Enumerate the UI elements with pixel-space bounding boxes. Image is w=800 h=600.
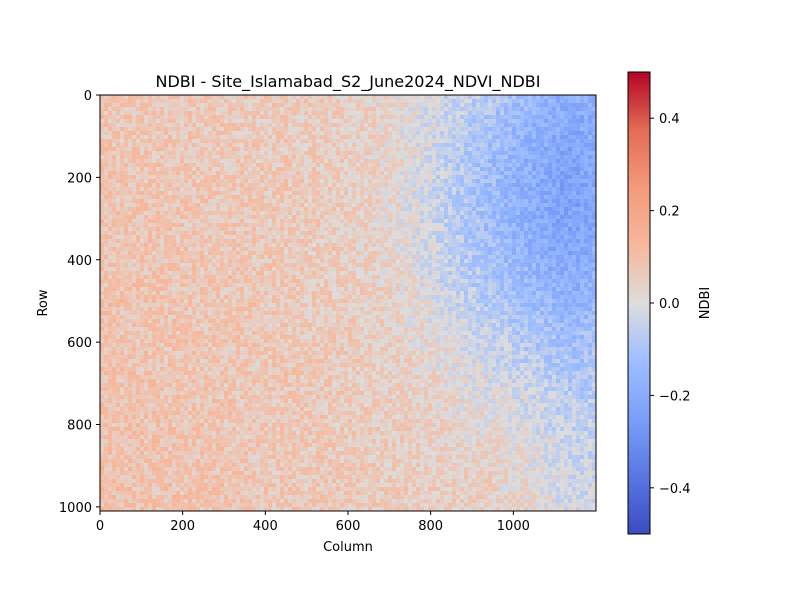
- colorbar: [628, 72, 650, 534]
- y-axis: 0 200 400 600 800 1000: [59, 89, 100, 516]
- x-tick-label: 800: [418, 519, 443, 534]
- x-axis: 0 200 400 600 800 1000: [96, 511, 530, 534]
- y-tick-label: 600: [67, 336, 92, 351]
- y-tick-label: 1000: [59, 501, 92, 516]
- colorbar-tick-label: 0.2: [659, 205, 680, 220]
- y-tick-label: 200: [67, 171, 92, 186]
- colorbar-tick-label: 0.0: [659, 297, 680, 312]
- heatmap-image: [100, 95, 596, 511]
- x-tick-label: 400: [253, 519, 278, 534]
- x-tick-label: 200: [170, 519, 195, 534]
- x-axis-label: Column: [323, 540, 373, 555]
- x-tick-label: 1000: [497, 519, 530, 534]
- colorbar-tick-label: 0.4: [659, 112, 680, 127]
- y-tick-label: 0: [84, 89, 92, 104]
- x-tick-label: 0: [96, 519, 104, 534]
- y-tick-label: 800: [67, 419, 92, 434]
- colorbar-tick-label: −0.2: [659, 389, 691, 404]
- y-tick-label: 400: [67, 254, 92, 269]
- colorbar-tick-label: −0.4: [659, 482, 691, 497]
- x-tick-label: 600: [336, 519, 361, 534]
- chart-title: NDBI - Site_Islamabad_S2_June2024_NDVI_N…: [155, 72, 540, 92]
- y-axis-label: Row: [36, 289, 51, 316]
- colorbar-ticks: 0.4 0.2 0.0 −0.2 −0.4: [650, 112, 691, 497]
- colorbar-label: NDBI: [698, 287, 713, 320]
